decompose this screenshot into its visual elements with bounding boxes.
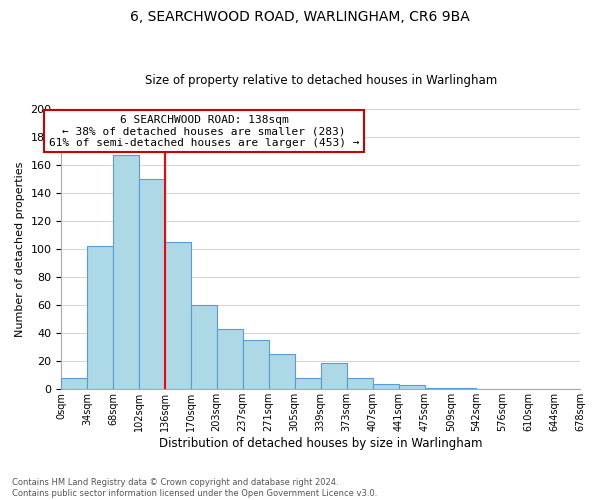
Text: 6, SEARCHWOOD ROAD, WARLINGHAM, CR6 9BA: 6, SEARCHWOOD ROAD, WARLINGHAM, CR6 9BA [130,10,470,24]
Bar [269,354,295,390]
Title: Size of property relative to detached houses in Warlingham: Size of property relative to detached ho… [145,74,497,87]
Bar [295,378,321,390]
Bar [425,388,451,390]
Bar [373,384,399,390]
Bar [139,179,166,390]
Text: 6 SEARCHWOOD ROAD: 138sqm
← 38% of detached houses are smaller (283)
61% of semi: 6 SEARCHWOOD ROAD: 138sqm ← 38% of detac… [49,114,359,148]
Bar [88,246,113,390]
Bar [451,388,476,390]
Bar [217,329,242,390]
Text: Contains HM Land Registry data © Crown copyright and database right 2024.
Contai: Contains HM Land Registry data © Crown c… [12,478,377,498]
Bar [191,305,217,390]
Bar [347,378,373,390]
X-axis label: Distribution of detached houses by size in Warlingham: Distribution of detached houses by size … [159,437,482,450]
Bar [399,385,425,390]
Bar [113,155,139,390]
Bar [61,378,88,390]
Bar [321,362,347,390]
Bar [166,242,191,390]
Y-axis label: Number of detached properties: Number of detached properties [15,162,25,337]
Bar [242,340,269,390]
